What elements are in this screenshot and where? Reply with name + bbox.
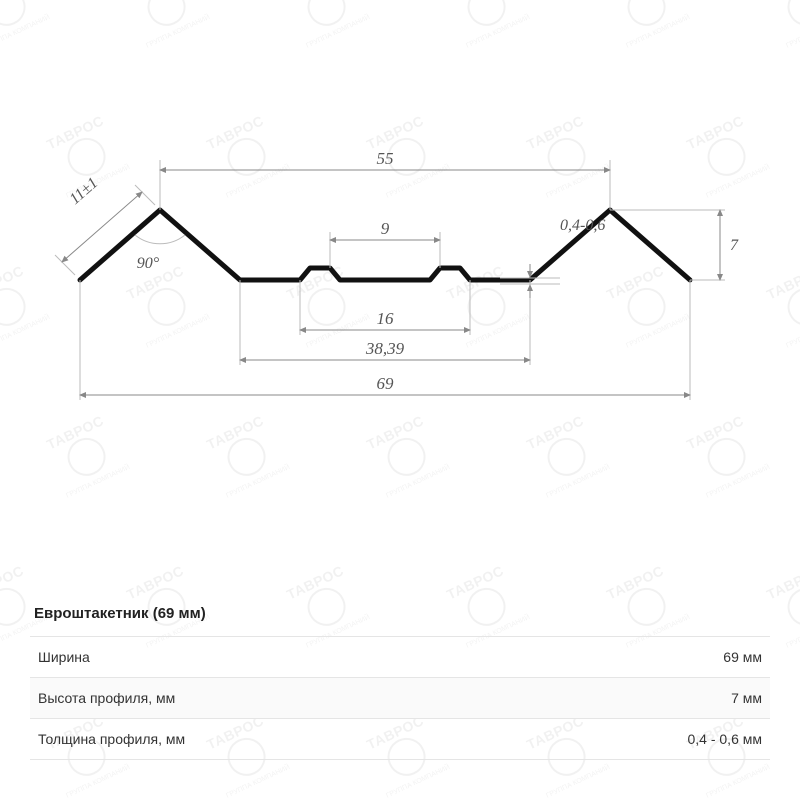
dimension-labels: 55 9 16 38,39 69 7 0,4-0,6 11±1 90°	[66, 149, 739, 393]
dim-angle: 90°	[137, 255, 160, 272]
spec-label: Толщина профиля, мм	[38, 731, 185, 747]
spec-label: Ширина	[38, 649, 90, 665]
dim-7: 7	[730, 237, 739, 254]
dim-3839: 38,39	[365, 339, 405, 358]
dim-slant: 11±1	[66, 174, 101, 208]
dim-9: 9	[381, 219, 390, 238]
dim-thick: 0,4-0,6	[560, 217, 605, 234]
spec-row: Высота профиля, мм 7 мм	[30, 677, 770, 718]
spec-value: 69 мм	[723, 649, 762, 665]
profile-diagram: 55 9 16 38,39 69 7 0,4-0,6 11±1 90°	[0, 0, 800, 500]
spec-value: 0,4 - 0,6 мм	[687, 731, 762, 747]
spec-section: Евроштакетник (69 мм) Ширина 69 мм Высот…	[30, 605, 770, 760]
dim-69: 69	[377, 374, 395, 393]
dim-16: 16	[377, 309, 395, 328]
dim-55: 55	[377, 149, 394, 168]
spec-row: Толщина профиля, мм 0,4 - 0,6 мм	[30, 718, 770, 760]
spec-value: 7 мм	[731, 690, 762, 706]
spec-label: Высота профиля, мм	[38, 690, 175, 706]
spec-title: Евроштакетник (69 мм)	[34, 605, 770, 622]
spec-row: Ширина 69 мм	[30, 636, 770, 677]
